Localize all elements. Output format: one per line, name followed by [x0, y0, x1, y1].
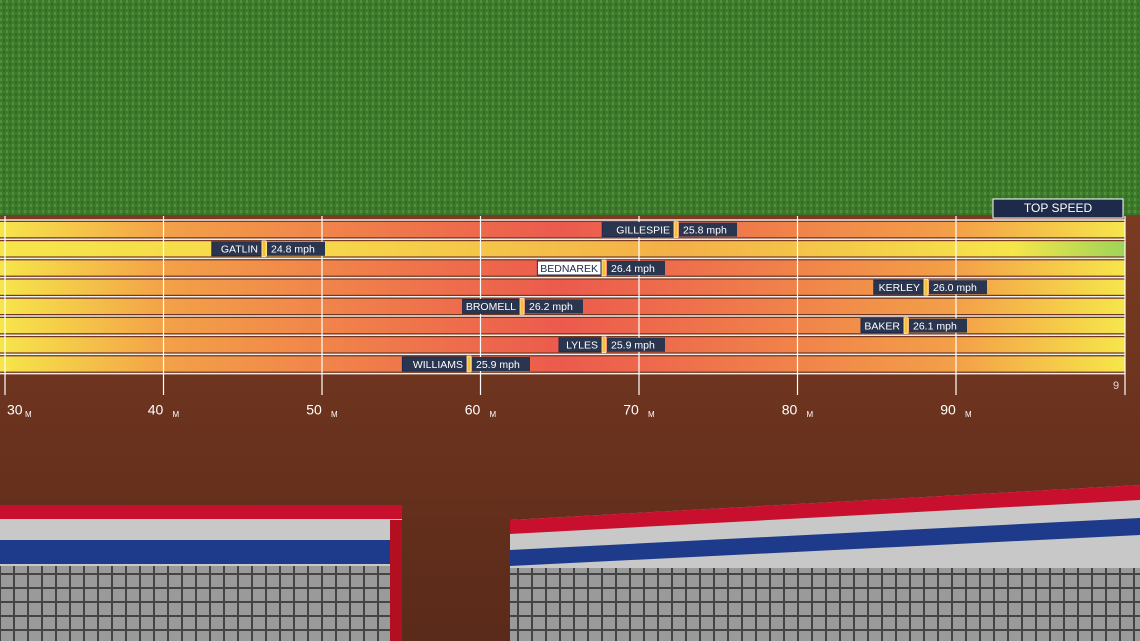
runner-speed: 25.9 mph	[476, 359, 520, 371]
speed-marker	[601, 259, 607, 277]
name-box	[401, 356, 467, 372]
distance-unit: M	[807, 410, 814, 419]
speed-box	[472, 357, 530, 371]
distance-unit: M	[173, 410, 180, 419]
runner-name: WILLIAMS	[413, 359, 463, 371]
distance-label: 80	[782, 402, 798, 418]
distance-unit: M	[490, 410, 497, 419]
lane	[0, 279, 1125, 295]
infield-grass	[0, 0, 1140, 215]
runner-speed: 25.8 mph	[683, 224, 727, 236]
runner-speed: 26.2 mph	[529, 301, 573, 313]
stands-right	[510, 485, 1140, 641]
distance-label: 30	[7, 402, 23, 418]
distance-unit: M	[648, 410, 655, 419]
speed-marker	[519, 298, 525, 315]
runner-speed: 24.8 mph	[271, 244, 315, 256]
speed-box	[909, 318, 967, 333]
lane	[0, 318, 1125, 334]
speed-box	[929, 280, 987, 295]
name-box	[536, 260, 602, 276]
distance-label: 40	[148, 402, 164, 418]
distance-label: 50	[306, 402, 322, 418]
name-box	[873, 279, 924, 295]
name-box	[211, 241, 262, 257]
speed-marker	[673, 221, 679, 238]
runner-tag: BROMELL 26.2 mph	[462, 298, 583, 315]
distance-unit: M	[965, 410, 972, 419]
name-box	[601, 222, 674, 238]
runner-name: KERLEY	[879, 282, 920, 294]
speed-marker	[261, 240, 267, 258]
top-speed-title: TOP SPEED	[1024, 201, 1093, 215]
speed-marker	[466, 355, 472, 373]
speed-box	[607, 337, 665, 352]
name-box	[558, 337, 602, 353]
distance-label: 60	[465, 402, 481, 418]
runner-speed: 26.4 mph	[611, 263, 655, 275]
runner-name: LYLES	[566, 340, 598, 352]
runner-name: GATLIN	[221, 244, 258, 256]
runner-speed: 25.9 mph	[611, 340, 655, 352]
runner-tag: BEDNAREK 26.4 mph	[536, 259, 665, 277]
runner-name: BEDNAREK	[540, 263, 598, 275]
runner-speed: 26.0 mph	[933, 282, 977, 294]
name-box	[860, 318, 904, 334]
speed-marker	[601, 336, 607, 354]
runner-name: BROMELL	[466, 301, 516, 313]
runner-name: BAKER	[864, 320, 900, 332]
name-box	[462, 298, 520, 314]
runner-speed: 26.1 mph	[913, 320, 957, 332]
speed-box	[607, 261, 665, 275]
distance-unit: M	[331, 410, 338, 419]
runner-name: GILLESPIE	[616, 224, 670, 236]
speed-marker	[903, 317, 909, 334]
stands-left	[0, 505, 402, 641]
lane	[0, 356, 1125, 372]
runner-tag: WILLIAMS 25.9 mph	[401, 355, 530, 373]
top-speed-box	[992, 198, 1124, 219]
speed-marker	[923, 278, 929, 296]
distance-label: 90	[940, 402, 956, 418]
speed-box	[679, 222, 737, 237]
runner-tag: LYLES 25.9 mph	[558, 336, 665, 354]
runner-tag: KERLEY 26.0 mph	[873, 278, 987, 296]
speed-box	[267, 241, 325, 256]
speed-box	[525, 299, 583, 314]
lane	[0, 222, 1125, 238]
runner-tag: GATLIN 24.8 mph	[211, 240, 325, 258]
lane-number: 9	[1113, 380, 1119, 392]
runner-tag: BAKER 26.1 mph	[860, 317, 967, 334]
distance-unit: M	[25, 410, 32, 419]
distance-label: 70	[623, 402, 639, 418]
runner-tag: GILLESPIE 25.8 mph	[601, 221, 737, 238]
